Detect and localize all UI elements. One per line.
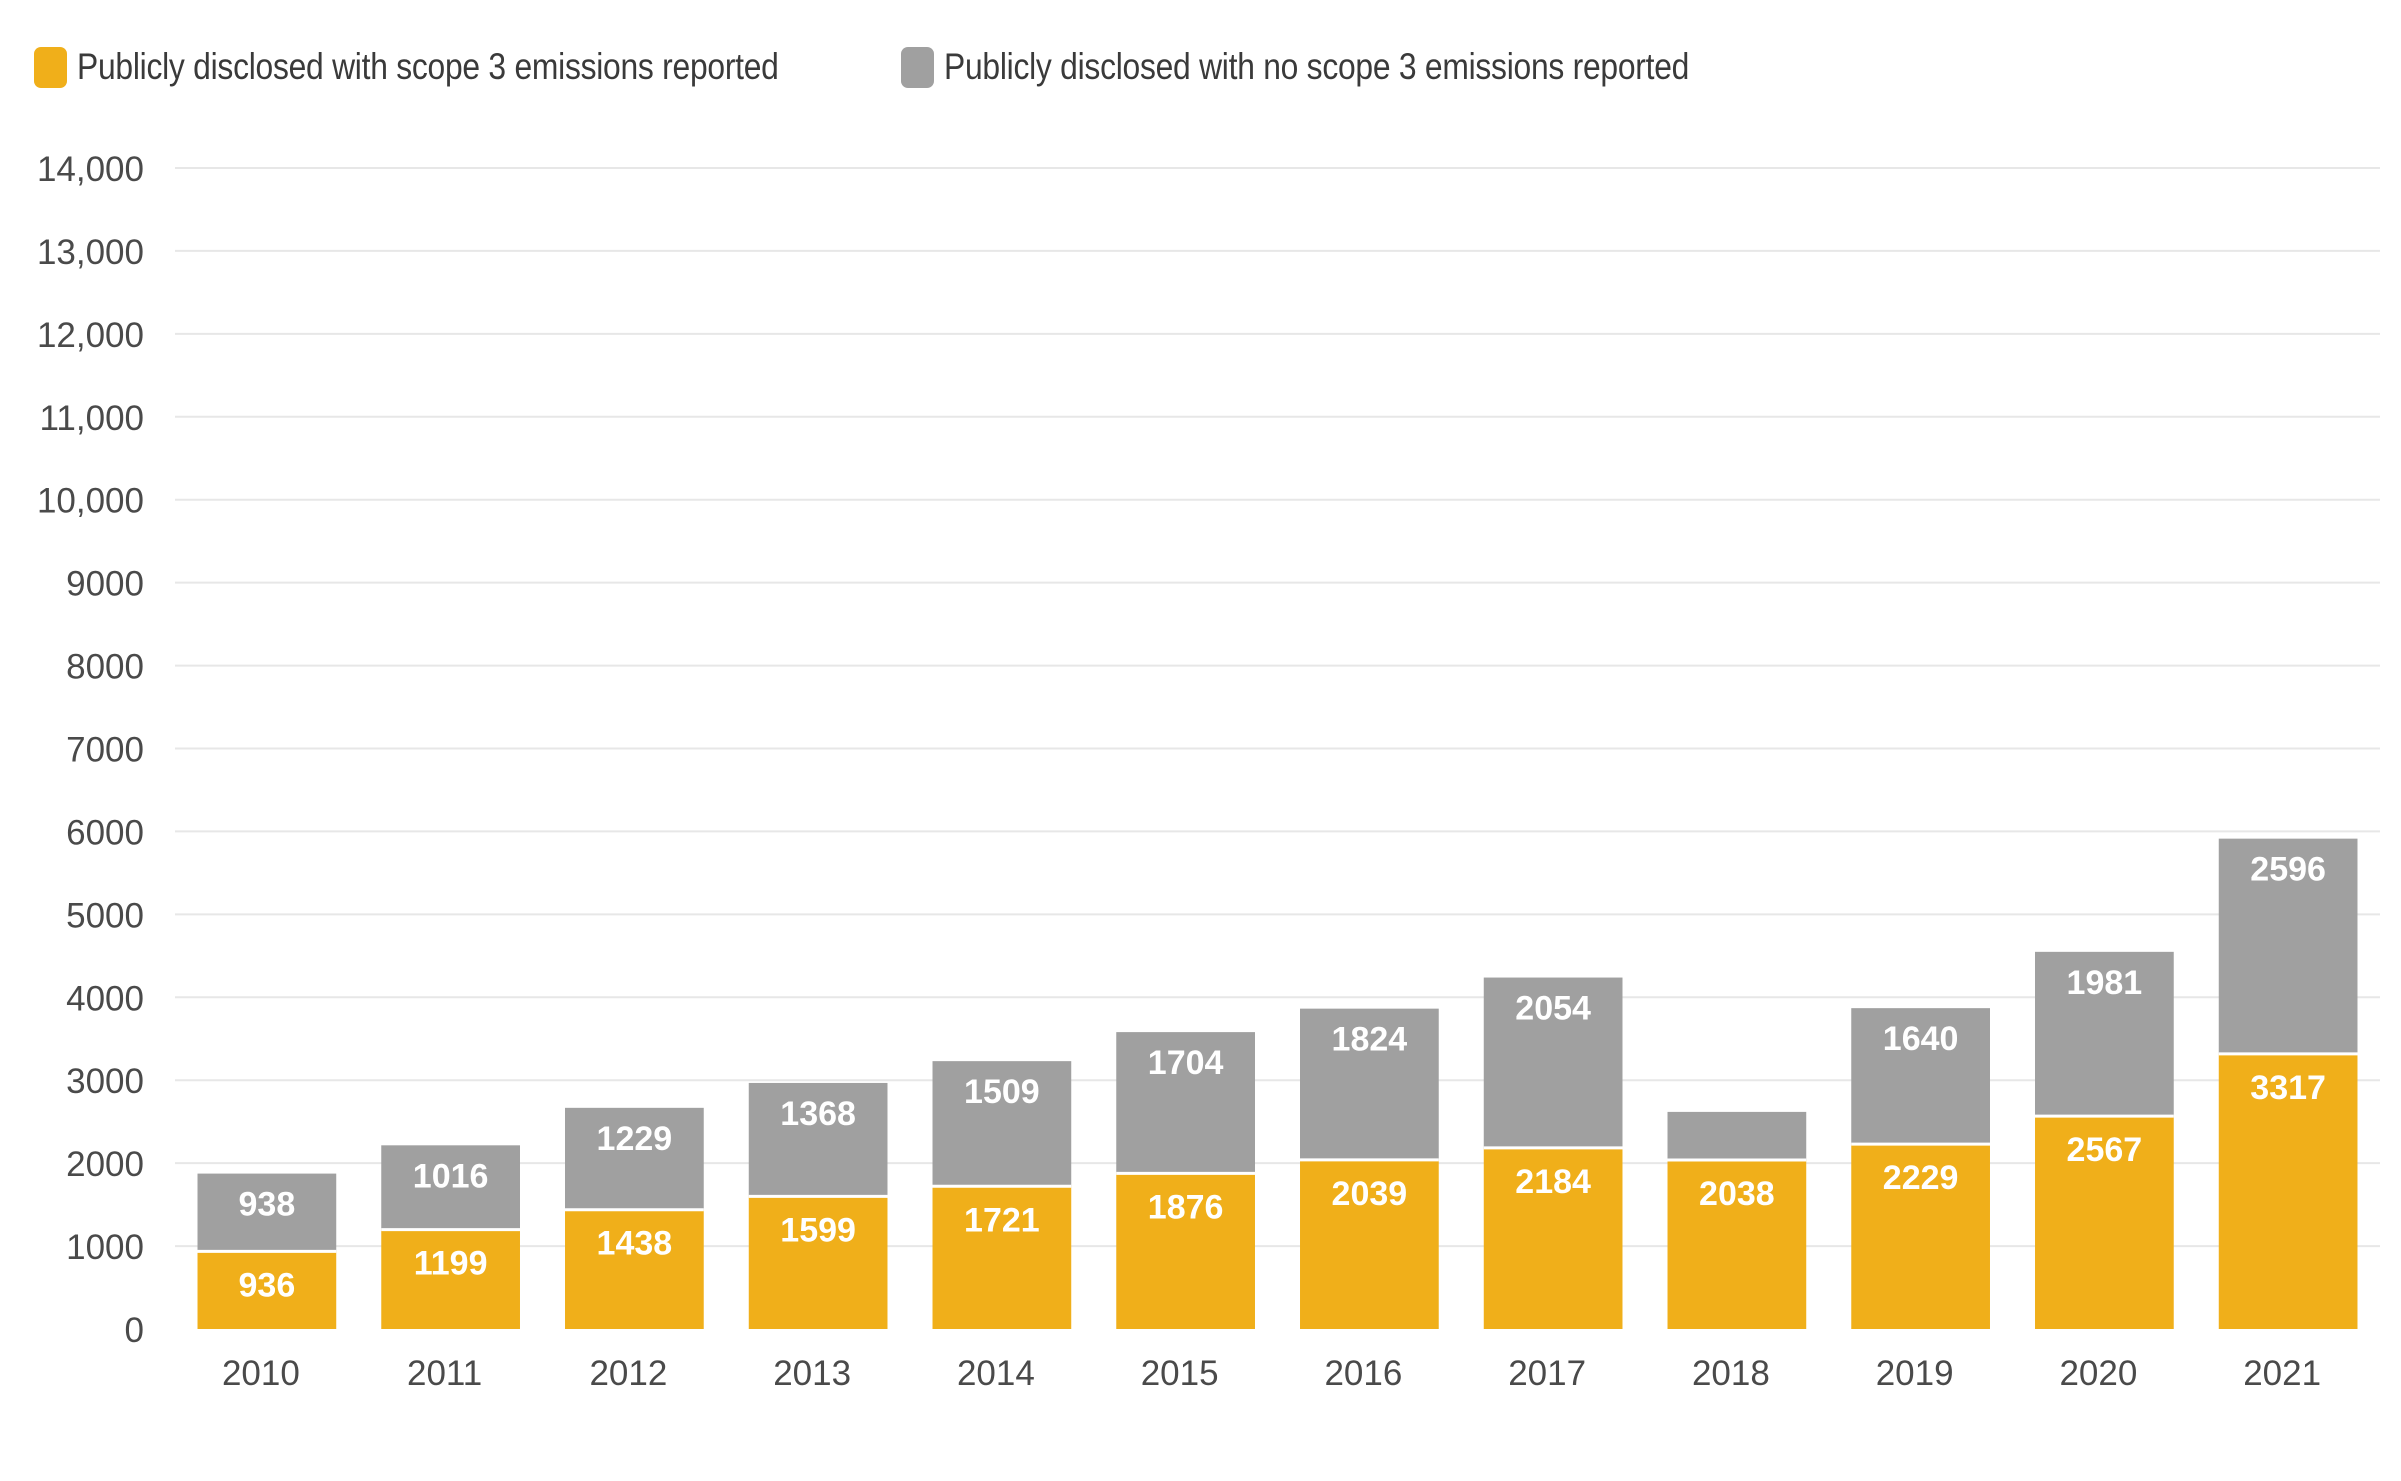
y-tick-label-4000: 4000 xyxy=(66,979,144,1018)
data-label-no-scope3-reported-2013: 1368 xyxy=(780,1095,856,1133)
bar-scope3-reported-2020 xyxy=(2035,1116,2174,1329)
bar-scope3-reported-2010 xyxy=(197,1251,337,1329)
y-tick-label-0: 0 xyxy=(125,1311,144,1350)
y-tick-label-7000: 7000 xyxy=(66,731,144,770)
x-tick-label-2018: 2018 xyxy=(1692,1354,1770,1393)
bar-no-scope3-reported-2013 xyxy=(748,1082,888,1197)
data-label-no-scope3-reported-2010: 938 xyxy=(239,1186,296,1224)
bar-no-scope3-reported-2012 xyxy=(565,1107,704,1210)
y-tick-label-8000: 8000 xyxy=(66,648,144,687)
data-labels: 936 938 1199 1016 1438 1229 1599 1368 1721 1509 18… xyxy=(239,851,2326,1305)
chart-legend: Publicly disclosed with scope 3 emission… xyxy=(34,40,1818,94)
legend-swatch-no-scope3-reported xyxy=(900,46,934,88)
y-tick-label-12000: 12,000 xyxy=(37,316,144,355)
bar-scope3-reported-2018 xyxy=(1667,1159,1807,1329)
data-label-no-scope3-reported-2020: 1981 xyxy=(2067,964,2143,1002)
bar-no-scope3-reported-2010 xyxy=(197,1173,337,1252)
bar-scope3-reported-2011 xyxy=(381,1229,520,1329)
data-label-no-scope3-reported-2012: 1229 xyxy=(597,1120,673,1158)
bar-no-scope3-reported-2019 xyxy=(1851,1008,1990,1145)
y-gridlines xyxy=(175,167,2380,1248)
data-label-no-scope3-reported-2021: 2596 xyxy=(2250,851,2326,889)
x-tick-label-2011: 2011 xyxy=(407,1354,482,1393)
data-label-scope3-reported-2015: 1876 xyxy=(1148,1188,1224,1226)
y-tick-label-3000: 3000 xyxy=(66,1062,144,1101)
y-tick-label-10000: 10,000 xyxy=(37,482,144,521)
x-tick-label-2021: 2021 xyxy=(2243,1354,2321,1393)
y-tick-label-6000: 6000 xyxy=(66,813,144,852)
bar-no-scope3-reported-2015 xyxy=(1116,1032,1255,1174)
bar-no-scope3-reported-2020 xyxy=(2035,951,2174,1117)
y-tick-label-14000: 14,000 xyxy=(37,150,144,189)
data-label-no-scope3-reported-2015: 1704 xyxy=(1148,1044,1224,1082)
bar-no-scope3-reported-2014 xyxy=(932,1061,1072,1187)
x-tick-label-2012: 2012 xyxy=(589,1354,667,1393)
data-label-scope3-reported-2021: 3317 xyxy=(2250,1069,2326,1107)
data-label-scope3-reported-2016: 2039 xyxy=(1332,1175,1408,1213)
y-tick-label-1000: 1000 xyxy=(66,1228,144,1267)
bar-no-scope3-reported-2021 xyxy=(2218,838,2358,1054)
bar-scope3-reported-2016 xyxy=(1300,1159,1439,1329)
data-label-scope3-reported-2011: 1199 xyxy=(414,1245,488,1283)
y-tick-label-9000: 9000 xyxy=(66,565,144,604)
x-tick-label-2015: 2015 xyxy=(1141,1354,1219,1393)
bar-no-scope3-reported-2016 xyxy=(1300,1008,1439,1160)
y-tick-label-5000: 5000 xyxy=(66,896,144,935)
data-label-scope3-reported-2012: 1438 xyxy=(597,1225,673,1263)
legend-item-no-scope3-reported[interactable]: Publicly disclosed with no scope 3 emiss… xyxy=(900,46,1810,88)
x-tick-label-2010: 2010 xyxy=(222,1354,300,1393)
bar-scope3-reported-2014 xyxy=(932,1186,1072,1329)
data-label-no-scope3-reported-2016: 1824 xyxy=(1332,1021,1408,1059)
data-label-no-scope3-reported-2014: 1509 xyxy=(964,1073,1040,1111)
bar-no-scope3-reported-2018 xyxy=(1667,1111,1807,1160)
bar-scope3-reported-2021 xyxy=(2218,1053,2358,1329)
y-tick-label-13000: 13,000 xyxy=(37,233,144,272)
bar-no-scope3-reported-2011 xyxy=(381,1145,520,1230)
bar-scope3-reported-2013 xyxy=(748,1196,888,1329)
bar-scope3-reported-2015 xyxy=(1116,1173,1255,1329)
bar-scope3-reported-2012 xyxy=(565,1209,704,1329)
data-label-scope3-reported-2013: 1599 xyxy=(780,1211,856,1249)
x-axis-ticks: 2010 2011 2012 2013 2014 2015 2016 2017 2018 2019… xyxy=(222,1354,2321,1393)
x-tick-label-2019: 2019 xyxy=(1876,1354,1954,1393)
data-label-scope3-reported-2020: 2567 xyxy=(2067,1131,2143,1169)
data-label-scope3-reported-2017: 2184 xyxy=(1515,1163,1591,1201)
legend-item-scope3-reported[interactable]: Publicly disclosed with scope 3 emission… xyxy=(34,46,893,88)
y-tick-label-2000: 2000 xyxy=(66,1145,144,1184)
bar-no-scope3-reported-2017 xyxy=(1483,977,1623,1148)
y-tick-label-11000: 11,000 xyxy=(40,399,144,438)
legend-label-scope3-reported: Publicly disclosed with scope 3 emission… xyxy=(77,46,779,87)
data-label-scope3-reported-2019: 2229 xyxy=(1883,1159,1959,1197)
bar-scope3-reported-2017 xyxy=(1483,1147,1623,1329)
x-tick-label-2013: 2013 xyxy=(773,1354,851,1393)
data-label-scope3-reported-2018: 2038 xyxy=(1699,1175,1775,1213)
legend-swatch-scope3-reported xyxy=(34,46,67,88)
x-tick-label-2020: 2020 xyxy=(2059,1354,2137,1393)
x-tick-label-2017: 2017 xyxy=(1508,1354,1586,1393)
bars xyxy=(197,838,2358,1329)
bar-scope3-reported-2019 xyxy=(1851,1144,1990,1329)
legend-label-no-scope3-reported: Publicly disclosed with no scope 3 emiss… xyxy=(943,46,1689,87)
data-label-no-scope3-reported-2019: 1640 xyxy=(1883,1020,1959,1058)
data-label-no-scope3-reported-2017: 2054 xyxy=(1515,990,1591,1028)
y-axis-ticks: 0 1000 2000 3000 4000 5000 6000 7000 8000 9000 10,… xyxy=(37,150,144,1350)
x-tick-label-2016: 2016 xyxy=(1324,1354,1402,1393)
data-label-no-scope3-reported-2011: 1016 xyxy=(413,1157,489,1195)
data-label-scope3-reported-2014: 1721 xyxy=(964,1201,1040,1239)
data-label-scope3-reported-2010: 936 xyxy=(239,1266,296,1304)
x-tick-label-2014: 2014 xyxy=(957,1354,1035,1393)
